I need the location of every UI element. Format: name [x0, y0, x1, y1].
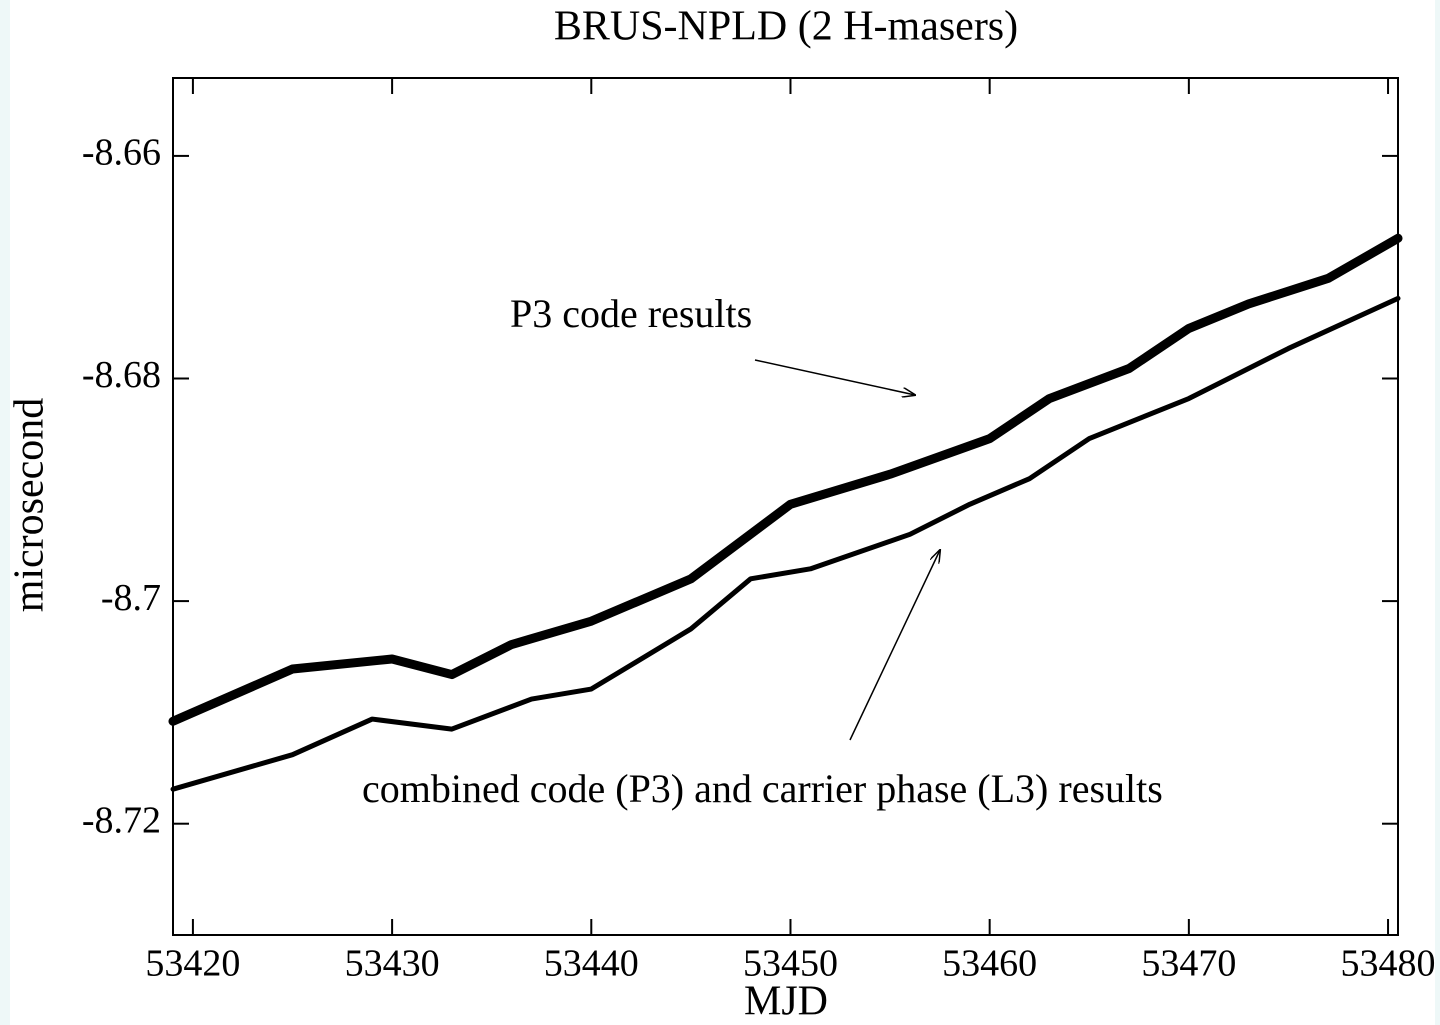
x-tick-label: 53460 — [942, 943, 1037, 985]
data-line — [170, 295, 1401, 792]
chart-title: BRUS-NPLD (2 H-masers) — [554, 4, 1018, 50]
x-tick-label: 53450 — [743, 943, 838, 985]
y-tick-label: -8.68 — [82, 354, 161, 396]
y-tick-label: -8.72 — [82, 799, 161, 841]
annotation: combined code (P3) and carrier phase (L3… — [362, 766, 1163, 811]
background — [10, 0, 1435, 1025]
annotation-arrow — [849, 550, 940, 741]
x-tick-label: 53470 — [1141, 943, 1236, 985]
x-axis-label: MJD — [744, 979, 828, 1025]
annotation-arrow — [754, 359, 915, 395]
x-tick-label: 53430 — [345, 943, 440, 985]
y-axis-label: microsecond — [7, 398, 53, 613]
x-tick-label: 53420 — [145, 943, 240, 985]
plot-frame — [172, 77, 1399, 936]
x-tick-label: 53440 — [544, 943, 639, 985]
y-tick-label: -8.7 — [101, 577, 161, 619]
annotation: P3 code results — [510, 291, 752, 336]
y-tick-label: -8.66 — [82, 132, 161, 174]
x-tick-label: 53480 — [1341, 943, 1436, 985]
data-line — [168, 233, 1403, 726]
